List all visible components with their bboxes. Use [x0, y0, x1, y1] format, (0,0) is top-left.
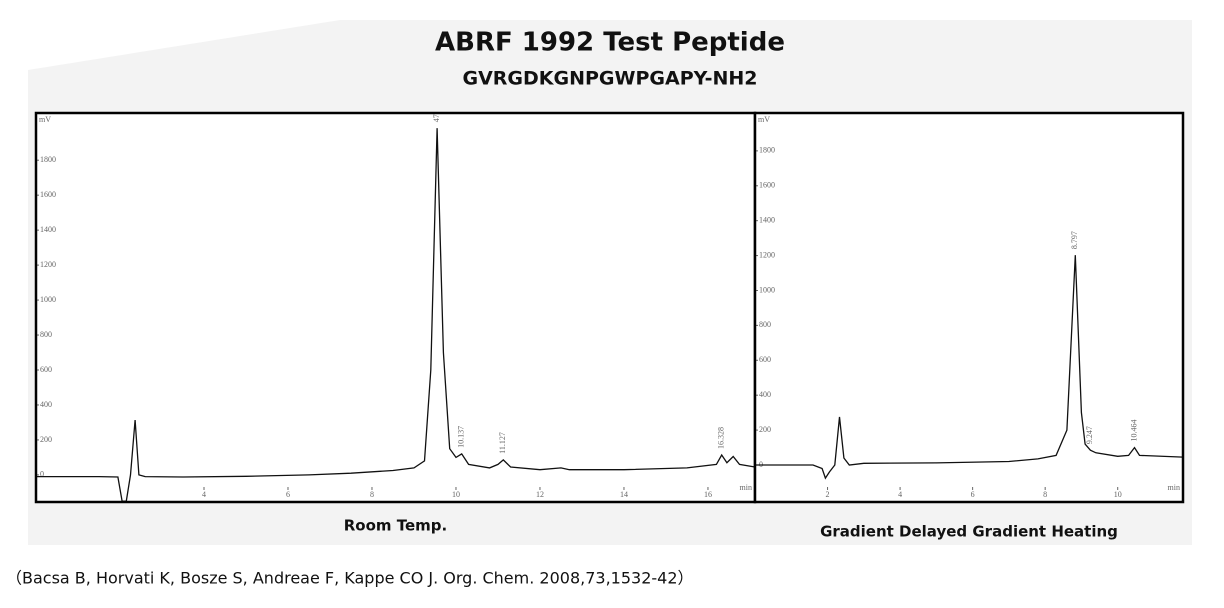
chart-caption: Room Temp. — [344, 517, 448, 535]
y-tick-label: 400 — [759, 390, 771, 399]
x-axis-label: min — [740, 483, 752, 492]
y-tick-label: 1600 — [40, 190, 56, 199]
x-tick-label: 6 — [286, 490, 290, 499]
y-tick-label: 1800 — [40, 155, 56, 164]
y-tick-label: 600 — [759, 355, 771, 364]
y-tick-label: 200 — [40, 435, 52, 444]
y-tick-label: 0 — [40, 470, 44, 479]
y-tick-label: 1800 — [759, 146, 775, 155]
subtitle: GVRGDKGNPGWPGAPY-NH2 — [462, 68, 757, 90]
x-tick-label: 4 — [898, 490, 902, 499]
peak-label: 47 — [432, 114, 441, 122]
x-tick-label: 10 — [452, 490, 460, 499]
plot-frame — [753, 111, 1185, 504]
y-axis-label: mV — [758, 115, 770, 124]
y-tick-label: 1400 — [759, 216, 775, 225]
x-tick-label: 14 — [620, 490, 628, 499]
peak-label: 11.127 — [498, 432, 507, 454]
citation: （Bacsa B, Horvati K, Bosze S, Andreae F,… — [6, 569, 694, 588]
x-axis-label: min — [1168, 483, 1180, 492]
peak-label: 8.797 — [1070, 231, 1079, 249]
y-axis-label: mV — [39, 115, 51, 124]
chromatogram-line — [755, 255, 1184, 480]
y-tick-label: 1000 — [759, 285, 775, 294]
peak-label: 16.328 — [717, 427, 726, 449]
peak-label: 10.464 — [1129, 420, 1138, 442]
y-tick-label: 1200 — [759, 250, 775, 259]
x-tick-label: 8 — [1043, 490, 1047, 499]
chromatogram-line — [36, 128, 755, 502]
x-tick-label: 16 — [704, 490, 712, 499]
plot-area — [755, 113, 1183, 502]
peak-label: 10.137 — [457, 426, 466, 448]
peak-label: 9.247 — [1085, 426, 1094, 444]
chart-caption: Gradient Delayed Gradient Heating — [820, 523, 1118, 541]
y-tick-label: 200 — [759, 425, 771, 434]
title: ABRF 1992 Test Peptide — [435, 28, 785, 58]
y-tick-label: 1600 — [759, 181, 775, 190]
x-tick-label: 6 — [971, 490, 975, 499]
y-tick-label: 1200 — [40, 260, 56, 269]
x-tick-label: 8 — [370, 490, 374, 499]
x-tick-label: 4 — [202, 490, 206, 499]
x-tick-label: 12 — [536, 490, 544, 499]
x-tick-label: 2 — [826, 490, 830, 499]
y-tick-label: 1000 — [40, 295, 56, 304]
x-tick-label: 10 — [1114, 490, 1122, 499]
plot-area — [36, 113, 755, 502]
y-tick-label: 1400 — [40, 225, 56, 234]
y-tick-label: 800 — [759, 320, 771, 329]
y-tick-label: 800 — [40, 330, 52, 339]
y-tick-label: 600 — [40, 365, 52, 374]
y-tick-label: 400 — [40, 400, 52, 409]
y-tick-label: 0 — [759, 460, 763, 469]
